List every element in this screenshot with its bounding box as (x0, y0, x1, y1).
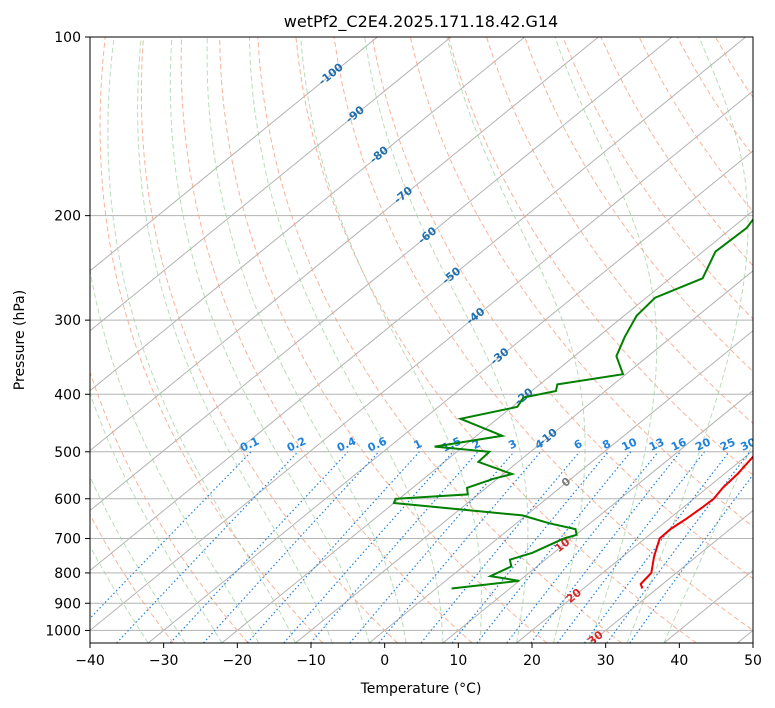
mixing-ratio-line (246, 451, 420, 643)
dry-adiabat-line (180, 37, 473, 643)
x-axis-label: Temperature (°C) (360, 681, 482, 697)
mixing-ratio-line (203, 451, 380, 643)
isotherm-line (516, 449, 753, 643)
x-axis-ticks: −40 −30 −20 −10 0 10 20 30 40 50 (75, 643, 762, 669)
profile-lines (392, 217, 753, 590)
mixing-ratio-label: 13 (647, 435, 666, 453)
moist-adiabat-line (364, 37, 529, 643)
dry-adiabat-line (524, 37, 753, 373)
y-axis-ticks: 100 200 300 400 500 600 700 800 900 1000 (45, 30, 90, 639)
y-tick-label: 500 (54, 445, 81, 461)
x-tick-label: 20 (523, 653, 541, 669)
y-tick-label: 300 (54, 313, 81, 329)
mixing-ratio-label: 20 (693, 435, 713, 453)
mixing-ratio-line (378, 451, 542, 643)
mixing-ratio-line (283, 451, 454, 643)
moist-adiabat-line (137, 37, 333, 643)
dry-adiabat-line (333, 37, 753, 632)
moist-adiabat-line (90, 266, 260, 643)
y-tick-label: 600 (54, 492, 81, 508)
background-grid (90, 37, 753, 643)
isotherm-line (90, 90, 753, 632)
moist-adiabat-line (107, 37, 296, 643)
dry-adiabat-line (257, 37, 622, 643)
mixing-ratio-line (583, 451, 730, 643)
isotherm-line (442, 390, 753, 643)
chart-title: wetPf2_C2E4.2025.171.18.42.G14 (284, 12, 558, 32)
isotherm-line (90, 37, 378, 272)
x-tick-label: −20 (223, 653, 253, 669)
moist-adiabat-line (206, 37, 407, 643)
moist-adiabat-line (248, 37, 444, 643)
mixing-ratio-line (506, 451, 659, 643)
dry-adiabat-line (219, 37, 548, 643)
mixing-ratio-label: 30 (739, 435, 759, 453)
y-tick-label: 200 (54, 209, 81, 225)
moist-adiabat-line (663, 441, 753, 643)
mixing-ratio-label: 10 (620, 435, 640, 453)
mixing-ratio-label: 16 (669, 435, 689, 453)
moist-adiabat-line (90, 545, 149, 643)
mixing-ratio-line (629, 473, 753, 643)
mixing-ratio-line (556, 451, 705, 643)
moist-adiabat-line (169, 37, 370, 643)
mixing-ratio-line (420, 451, 581, 643)
isotherm-line (147, 150, 753, 643)
x-tick-label: −10 (296, 653, 326, 669)
y-tick-label: 800 (54, 566, 81, 582)
y-tick-label: 1000 (45, 623, 81, 639)
y-tick-label: 900 (54, 596, 81, 612)
mixing-ratio-line (451, 451, 609, 643)
y-tick-label: 400 (54, 387, 81, 403)
isotherm-line (90, 37, 526, 392)
mixing-ratio-label: 25 (718, 435, 737, 453)
y-axis-label: Pressure (hPa) (12, 290, 28, 390)
dry-adiabat-line (90, 513, 174, 643)
mixing-ratio-line (476, 451, 632, 643)
isotherm-line (90, 37, 747, 572)
y-tick-label: 700 (54, 532, 81, 548)
moist-adiabat-line (554, 37, 658, 643)
x-tick-label: −40 (75, 653, 105, 669)
x-tick-label: 30 (597, 653, 615, 669)
dry-adiabat-line (447, 37, 753, 476)
x-tick-label: 50 (744, 653, 762, 669)
temperature-profile-line (639, 455, 753, 589)
moist-adiabat-line (446, 37, 586, 643)
moist-adiabat-line (90, 391, 223, 643)
isotherm-line (221, 210, 753, 643)
isotherm-line (90, 37, 452, 332)
moist-adiabat-line (300, 37, 482, 643)
mixing-ratio-line (116, 451, 299, 643)
mixing-ratio-line (90, 451, 252, 620)
isotherm-line (368, 330, 753, 643)
x-tick-label: 10 (449, 653, 467, 669)
x-tick-label: −30 (149, 653, 179, 669)
moist-adiabat-line (626, 37, 749, 643)
x-tick-label: 40 (670, 653, 688, 669)
plot-frame (89, 36, 754, 644)
moist-adiabat-line (90, 475, 186, 643)
dewpoint-profile-line (392, 217, 753, 590)
dry-adiabat-line (409, 37, 753, 528)
isotherm-line (589, 509, 753, 643)
dry-adiabat-line (140, 37, 398, 643)
isotherm-line (90, 37, 599, 452)
x-tick-label: 0 (380, 653, 389, 669)
isotherm-line (90, 37, 673, 512)
y-tick-label: 100 (54, 30, 81, 46)
mixing-ratio-line (169, 451, 349, 643)
